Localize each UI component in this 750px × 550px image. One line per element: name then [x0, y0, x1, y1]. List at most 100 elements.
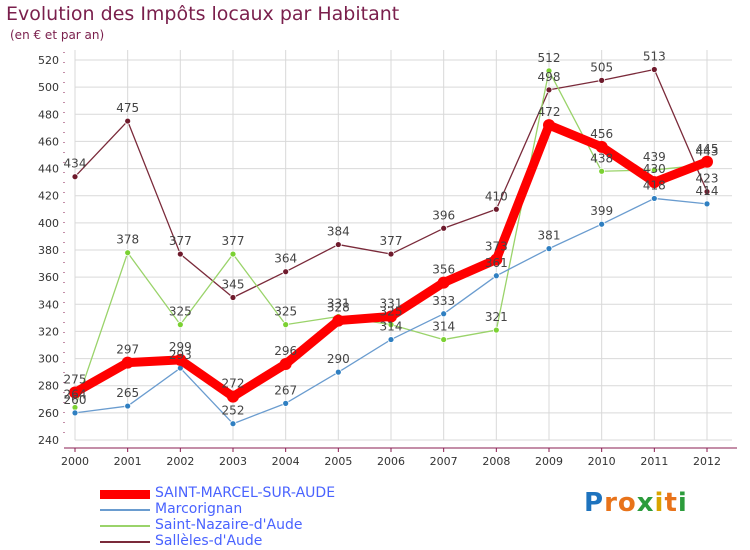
data-point-saint-nazaire-d-aude	[545, 67, 553, 75]
data-label-saint-nazaire-d-aude: 378	[116, 233, 139, 247]
data-point-saint-marcel-sur-aude	[595, 140, 608, 153]
data-label-saint-nazaire-d-aude: 264	[64, 387, 87, 401]
data-label-saint-marcel-sur-aude: 272	[222, 377, 245, 391]
data-point-saint-nazaire-d-aude	[176, 321, 184, 329]
proxiti-logo: Proxiti	[584, 488, 688, 518]
y-tick-label: 280	[38, 380, 59, 393]
y-tick-label: 340	[38, 298, 59, 311]
data-label-saint-marcel-sur-aude: 472	[538, 105, 561, 119]
data-label-sall-les-d-aude: 434	[64, 157, 87, 171]
logo-letter: P	[584, 488, 605, 518]
data-label-marcorignan: 267	[274, 383, 297, 397]
x-tick-label: 2012	[693, 455, 721, 468]
data-label-sall-les-d-aude: 423	[696, 172, 719, 186]
data-point-saint-marcel-sur-aude	[174, 353, 187, 366]
logo-letter: i	[677, 488, 688, 518]
data-label-marcorignan: 418	[643, 178, 666, 192]
data-label-saint-nazaire-d-aude: 443	[696, 145, 719, 159]
data-label-marcorignan: 399	[590, 204, 613, 218]
data-label-saint-marcel-sur-aude: 356	[432, 263, 455, 277]
data-label-saint-nazaire-d-aude: 325	[380, 305, 403, 319]
data-label-saint-nazaire-d-aude: 321	[485, 310, 508, 324]
x-tick-label: 2010	[588, 455, 616, 468]
x-tick-label: 2003	[219, 455, 247, 468]
chart-subtitle: (en € et par an)	[10, 28, 105, 42]
data-label-sall-les-d-aude: 364	[274, 252, 297, 266]
data-label-sall-les-d-aude: 377	[169, 234, 192, 248]
y-tick-label: 260	[38, 407, 59, 420]
data-label-saint-marcel-sur-aude: 331	[380, 297, 403, 311]
x-tick-label: 2006	[377, 455, 405, 468]
x-tick-label: 2007	[430, 455, 458, 468]
data-label-marcorignan: 290	[327, 352, 350, 366]
x-tick-label: 2008	[482, 455, 510, 468]
data-point-saint-nazaire-d-aude	[124, 249, 132, 257]
data-point-saint-nazaire-d-aude	[229, 250, 237, 258]
data-label-saint-marcel-sur-aude: 445	[696, 142, 719, 156]
data-label-sall-les-d-aude: 513	[643, 50, 666, 64]
data-label-saint-nazaire-d-aude: 377	[222, 234, 245, 248]
y-tick-label: 420	[38, 190, 59, 203]
legend-label: Sallèles-d'Aude	[155, 533, 263, 549]
data-point-marcorignan	[387, 336, 395, 343]
y-tick-label: 400	[38, 217, 59, 230]
x-tick-label: 2002	[166, 455, 194, 468]
y-tick-label: 300	[38, 353, 59, 366]
data-label-saint-marcel-sur-aude: 296	[274, 344, 297, 358]
logo-letter: r	[604, 488, 618, 518]
data-label-saint-nazaire-d-aude: 325	[169, 305, 192, 319]
x-tick-label: 2000	[61, 455, 89, 468]
data-label-marcorignan: 252	[222, 404, 245, 418]
data-point-saint-nazaire-d-aude	[598, 167, 606, 175]
y-tick-label: 440	[38, 163, 59, 176]
y-tick-label: 480	[38, 108, 59, 121]
data-point-saint-marcel-sur-aude	[437, 276, 450, 289]
data-point-saint-marcel-sur-aude	[69, 386, 81, 399]
legend-swatch	[100, 509, 150, 511]
legend-swatch	[100, 541, 150, 543]
data-label-marcorignan: 333	[432, 294, 455, 308]
data-point-sall-les-d-aude	[440, 224, 448, 232]
data-point-sall-les-d-aude	[545, 86, 553, 94]
data-point-sall-les-d-aude	[492, 205, 500, 213]
data-label-saint-nazaire-d-aude: 438	[590, 151, 613, 165]
data-point-saint-marcel-sur-aude	[543, 119, 555, 132]
data-label-saint-nazaire-d-aude: 314	[432, 320, 455, 334]
data-label-saint-nazaire-d-aude: 325	[274, 305, 297, 319]
data-label-marcorignan: 414	[696, 184, 719, 198]
data-point-marcorignan	[598, 220, 606, 228]
data-point-saint-marcel-sur-aude	[227, 390, 239, 403]
data-label-saint-marcel-sur-aude: 328	[327, 301, 350, 315]
data-point-sall-les-d-aude	[703, 188, 711, 196]
legend-swatch	[100, 489, 150, 499]
data-point-sall-les-d-aude	[71, 173, 79, 181]
data-point-marcorignan	[440, 310, 448, 318]
x-tick-label: 2001	[114, 455, 142, 468]
data-point-sall-les-d-aude	[282, 268, 290, 276]
data-label-saint-marcel-sur-aude: 299	[169, 340, 192, 354]
data-point-marcorignan	[650, 195, 658, 202]
data-point-sall-les-d-aude	[598, 76, 606, 84]
y-tick-label: 500	[38, 81, 59, 94]
data-point-saint-marcel-sur-aude	[385, 310, 397, 323]
legend-swatch	[100, 525, 150, 527]
data-point-marcorignan	[71, 409, 79, 417]
data-point-saint-marcel-sur-aude	[701, 155, 713, 168]
data-label-marcorignan: 260	[64, 393, 87, 407]
data-label-sall-les-d-aude: 475	[116, 101, 139, 115]
data-point-saint-marcel-sur-aude	[490, 253, 503, 266]
data-point-marcorignan	[229, 420, 237, 428]
data-point-marcorignan	[124, 402, 132, 410]
data-label-sall-les-d-aude: 345	[222, 278, 245, 292]
data-label-sall-les-d-aude: 377	[380, 234, 403, 248]
y-tick-label: 360	[38, 271, 59, 284]
data-point-saint-nazaire-d-aude	[492, 326, 500, 334]
y-tick-label: 460	[38, 135, 59, 148]
chart-title: Evolution des Impôts locaux par Habitant	[6, 3, 400, 25]
data-point-sall-les-d-aude	[650, 66, 658, 73]
data-point-sall-les-d-aude	[229, 294, 237, 301]
data-label-marcorignan: 293	[169, 348, 192, 362]
data-label-marcorignan: 314	[380, 320, 403, 334]
x-tick-label: 2011	[640, 455, 668, 468]
data-label-marcorignan: 265	[116, 386, 139, 400]
